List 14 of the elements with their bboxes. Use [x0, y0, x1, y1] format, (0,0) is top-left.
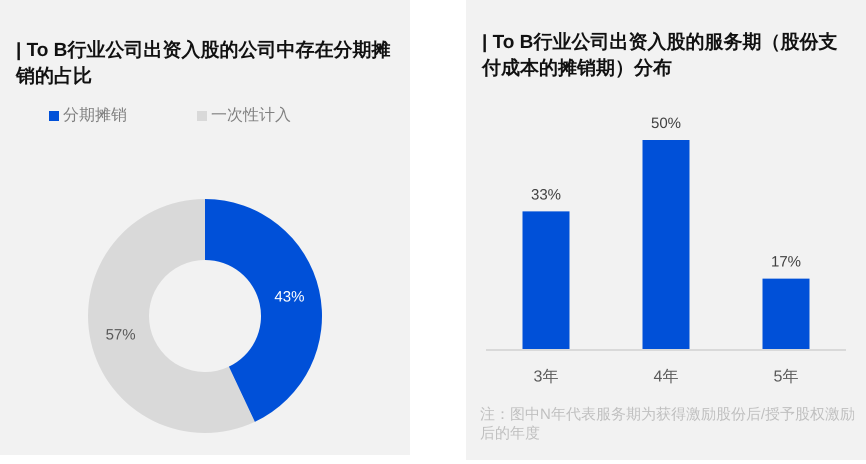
data-label: 50% [650, 115, 682, 132]
data-label: 43% [274, 288, 304, 306]
chart-title: | To B行业公司出资入股的服务期（股份支付成本的摊销期）分布 [482, 30, 838, 81]
legend-label: 分期摊销 [63, 107, 127, 124]
data-label: 17% [770, 254, 802, 271]
donut-slice [88, 199, 255, 433]
x-tick-label: 4年 [654, 368, 678, 386]
data-label: 57% [106, 326, 136, 344]
donut-slice [205, 199, 322, 422]
x-tick-label: 5年 [774, 368, 798, 386]
legend-label: 一次性计入 [211, 107, 291, 124]
data-label: 33% [530, 186, 562, 204]
chart-title: | To B行业公司出资入股的公司中存在分期摊销的占比 [16, 38, 392, 89]
x-tick-label: 3年 [534, 368, 558, 386]
